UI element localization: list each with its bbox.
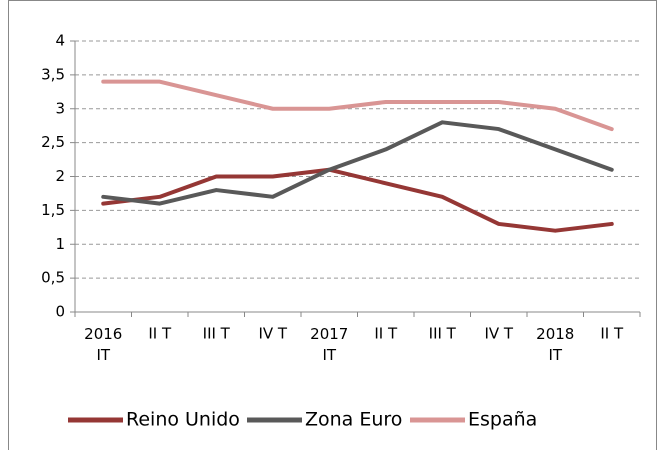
y-tick-label: 2,5 xyxy=(41,133,65,151)
series-line xyxy=(101,167,614,233)
x-tick-label: 2018 IT xyxy=(536,325,574,364)
x-tick-label: II T xyxy=(600,325,624,343)
y-tick-label: 3 xyxy=(55,99,65,117)
legend-label: Reino Unido xyxy=(126,409,240,431)
x-tick-label: IV T xyxy=(258,325,287,343)
legend-label: Zona Euro xyxy=(305,409,402,431)
y-tick-label: 0 xyxy=(55,303,65,321)
series-line xyxy=(101,120,614,206)
legend-label: España xyxy=(468,409,537,431)
x-tick-label: 2017 IT xyxy=(310,325,348,364)
y-tick-label: 3,5 xyxy=(41,65,65,83)
x-tick-label: 2016 IT xyxy=(84,325,122,364)
x-tick-label: IV T xyxy=(484,325,513,343)
x-tick-label: II T xyxy=(148,325,172,343)
y-tick-label: 1 xyxy=(55,235,65,253)
series-line xyxy=(101,79,614,132)
chart-border xyxy=(8,0,657,450)
y-tick-label: 0,5 xyxy=(41,269,65,287)
x-tick-label: III T xyxy=(203,325,231,343)
y-tick-label: 1,5 xyxy=(41,201,65,219)
y-tick-label: 4 xyxy=(55,32,65,50)
x-tick-label: II T xyxy=(374,325,398,343)
y-tick-label: 2 xyxy=(55,167,65,185)
x-tick-label: III T xyxy=(429,325,457,343)
